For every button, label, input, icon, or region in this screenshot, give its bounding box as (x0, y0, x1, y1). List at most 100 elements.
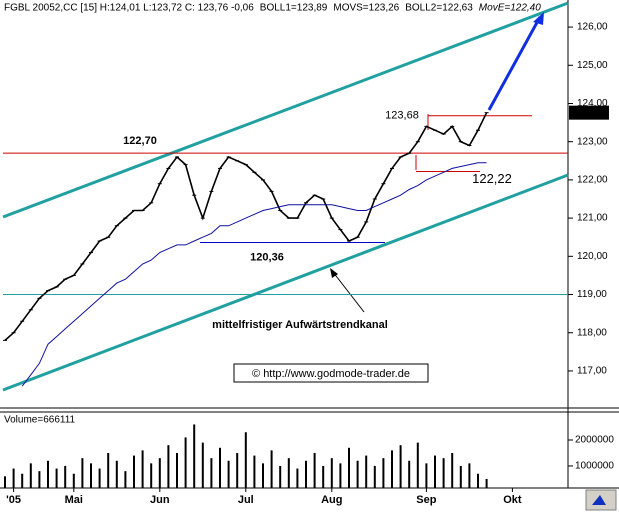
volume-bar (227, 460, 230, 488)
level-label: 122,22 (472, 171, 512, 186)
volume-bar (12, 468, 15, 488)
level-label: 120,36 (250, 251, 284, 263)
annotation-arrowhead (330, 268, 338, 278)
forecast-arrowhead (533, 12, 544, 25)
volume-bar (90, 463, 92, 488)
volume-bar (305, 460, 307, 488)
forecast-arrow (487, 16, 542, 111)
volume-bar (201, 442, 204, 488)
right-axis-area (568, 0, 619, 512)
volume-bar (399, 445, 402, 488)
volume-bar (55, 468, 58, 488)
volume-bar (468, 463, 471, 488)
volume-title: Volume=666111 (4, 415, 76, 426)
volume-bar (193, 424, 196, 488)
volume-bar (477, 473, 479, 488)
volume-bar (408, 460, 411, 488)
volume-bar (339, 463, 342, 488)
header-item: MOVS=123,26 (333, 3, 399, 14)
y-tick-label: 126,00 (577, 22, 608, 33)
annotation-arrow (332, 271, 365, 313)
y-tick-label: 122,00 (577, 175, 608, 186)
y-tick-label: 124,00 (577, 98, 608, 109)
x-tick-label: '05 (6, 494, 21, 506)
corner-icon-glyph (592, 495, 606, 505)
volume-bar (236, 452, 239, 488)
volume-bar (485, 478, 488, 488)
volume-bar (29, 463, 32, 488)
volume-bar (442, 458, 445, 488)
volume-bar (244, 432, 247, 488)
volume-bar (81, 458, 84, 488)
moving-average (21, 162, 487, 387)
x-tick-label: Sep (416, 494, 436, 506)
volume-bar (4, 476, 6, 488)
volume-bar (124, 471, 127, 488)
level-label: 122,70 (123, 135, 157, 147)
y-tick-label: 125,00 (577, 60, 608, 71)
annotation: mittelfristiger Aufwärtstrendkanal (212, 319, 388, 331)
volume-bar (279, 465, 282, 488)
x-tick-label: Jul (238, 494, 254, 506)
volume-bar (365, 455, 368, 488)
volume-bar (184, 437, 187, 488)
level-label: 123,68 (385, 110, 419, 122)
header-item: BOLL1=123,89 (260, 3, 328, 14)
volume-bar (382, 458, 385, 488)
y-tick-label: 119,00 (577, 289, 607, 300)
volume-bar (38, 471, 41, 488)
volume-bar (313, 452, 316, 488)
x-tick-label: Okt (503, 494, 522, 506)
copyright-box (233, 363, 429, 383)
volume-bar (296, 468, 299, 488)
volume-bar (107, 452, 110, 488)
x-tick-label: Mai (65, 494, 83, 506)
header-item: BOLL2=122,63 (405, 3, 473, 14)
volume-bar (330, 458, 333, 488)
upper-trend-line (2, 1, 569, 219)
volume-bar (72, 473, 75, 488)
y-tick-label: 120,00 (577, 251, 608, 262)
volume-bar (262, 463, 264, 488)
volume-bar (210, 458, 213, 488)
volume-bar (425, 463, 428, 488)
y-tick-label: 117,00 (577, 366, 607, 377)
volume-bar (158, 458, 161, 488)
volume-bar (47, 460, 49, 488)
x-tick-label: Jun (150, 494, 170, 506)
volume-bar (98, 468, 101, 488)
volume-bar (115, 460, 118, 488)
volume-bar (253, 455, 256, 488)
volume-bar (434, 455, 436, 488)
volume-bar (133, 455, 135, 488)
volume-bar (64, 465, 67, 488)
volume-bar (356, 460, 359, 488)
y-tick-label: 123,00 (577, 136, 608, 147)
volume-bar (219, 447, 221, 488)
volume-bar (21, 473, 24, 488)
annotation: © http://www.godmode-trader.de (252, 368, 410, 380)
volume-bar (287, 458, 290, 488)
volume-bar (459, 465, 462, 488)
volume-bar (451, 452, 454, 488)
volume-bar (391, 450, 393, 488)
volume-bar (322, 465, 325, 488)
volume-bar (150, 463, 153, 488)
y-tick-label: 2000000 (575, 435, 614, 446)
volume-bar (373, 465, 376, 488)
volume-bar (348, 447, 350, 488)
header-item: MovE=122,40 (479, 3, 541, 14)
volume-bar (167, 445, 170, 488)
volume-bar (141, 450, 144, 488)
volume-bar (270, 450, 273, 488)
last-price-label: 123,76 (572, 107, 603, 118)
volume-bar (176, 452, 178, 488)
y-tick-label: 118,00 (577, 327, 607, 338)
lower-trend-line (2, 173, 569, 392)
header-item: FGBL 20052,CC [15] H:124,01 L:123,72 C: … (4, 3, 254, 14)
y-tick-label: 1000000 (575, 461, 614, 472)
x-tick-label: Aug (321, 494, 342, 506)
last-price-box (569, 105, 609, 120)
